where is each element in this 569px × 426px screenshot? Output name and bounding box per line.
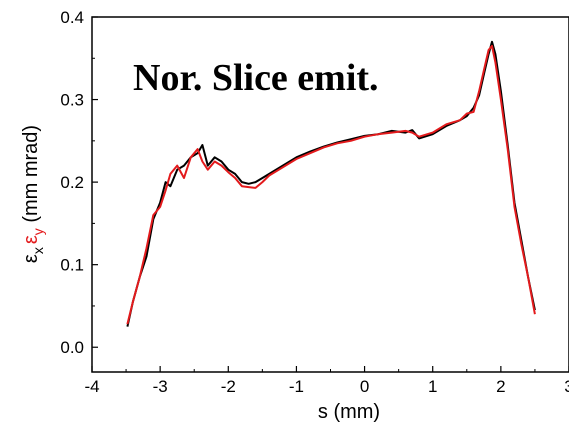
series-line-epsilon-y xyxy=(126,44,536,325)
y-axis-title-units: (mm mrad) xyxy=(20,125,42,228)
y-axis-title-epsilon-x: ε xyxy=(20,254,42,263)
y-axis-title-sub-x: x xyxy=(30,247,46,254)
x-tick-label: -3 xyxy=(153,377,168,396)
x-tick-label: -2 xyxy=(221,377,236,396)
y-tick-label: 0.4 xyxy=(60,8,84,27)
y-tick-label: 0.0 xyxy=(60,338,84,357)
x-tick-label: 3 xyxy=(564,377,569,396)
x-tick-label: 0 xyxy=(360,377,369,396)
y-tick-label: 0.2 xyxy=(60,173,84,192)
y-tick-label: 0.1 xyxy=(60,256,84,275)
x-axis: -4 -3 -2 -1 0 1 2 3 xyxy=(84,366,569,396)
y-axis-title: εxεy (mm mrad) xyxy=(20,125,46,263)
x-axis-title: s (mm) xyxy=(318,401,380,423)
x-tick-label: 2 xyxy=(496,377,505,396)
x-tick-label: 1 xyxy=(428,377,437,396)
annotation-text: Nor. Slice emit. xyxy=(133,57,379,99)
x-tick-label: -1 xyxy=(289,377,304,396)
x-tick-label: -4 xyxy=(84,377,99,396)
y-axis: 0.0 0.1 0.2 0.3 0.4 xyxy=(60,8,98,357)
y-axis-title-sub-y: y xyxy=(30,228,46,235)
series-layer xyxy=(126,40,536,327)
y-axis-title-epsilon-y: ε xyxy=(20,235,42,244)
y-tick-label: 0.3 xyxy=(60,91,84,110)
